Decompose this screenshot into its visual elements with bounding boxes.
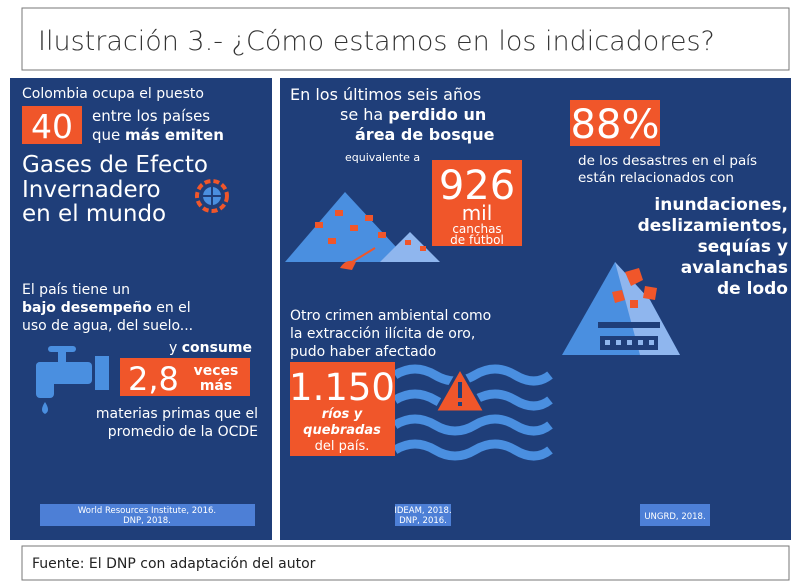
highlight-box bbox=[432, 160, 522, 246]
disaster-list: inundaciones,deslizamientos,sequías yava… bbox=[638, 195, 788, 299]
deforestation-icon bbox=[285, 192, 440, 270]
source-text: DNP, 2016. bbox=[399, 516, 447, 526]
text-bold: ríos y bbox=[322, 407, 363, 422]
landslide-icon bbox=[562, 262, 680, 355]
highlight-number: 926 bbox=[439, 163, 515, 209]
text: Colombia ocupa el puesto bbox=[22, 86, 204, 102]
highlight-number: 1.150 bbox=[289, 366, 395, 409]
text: en el mundo bbox=[22, 201, 166, 227]
text: pudo haber afectado bbox=[290, 344, 436, 360]
text: la extracción ilícita de oro, bbox=[290, 326, 475, 342]
source-text: UNGRD, 2018. bbox=[644, 512, 705, 522]
text-bold: veces bbox=[194, 363, 239, 379]
disaster-type: inundaciones, bbox=[654, 195, 788, 215]
text: equivalente a bbox=[345, 151, 420, 164]
text: y consume bbox=[169, 340, 252, 356]
text-bold: más bbox=[200, 378, 232, 394]
text: Invernadero bbox=[22, 177, 161, 203]
text: entre los países bbox=[92, 107, 210, 125]
footer-box bbox=[21, 545, 790, 581]
source-text: World Resources Institute, 2016. bbox=[78, 506, 216, 516]
text: uso de agua, del suelo... bbox=[22, 318, 193, 334]
text: se ha bbox=[340, 105, 388, 124]
disaster-type: sequías y bbox=[698, 237, 788, 257]
text: que bbox=[92, 126, 125, 144]
text: Otro crimen ambiental como bbox=[290, 308, 491, 324]
text: están relacionados con bbox=[578, 170, 734, 186]
highlight-number: 2,8 bbox=[128, 360, 179, 398]
text: de los desastres en el país bbox=[578, 153, 757, 169]
disaster-type: de lodo bbox=[717, 279, 788, 299]
highlight-number: 88% bbox=[571, 102, 660, 148]
highlight-number: 40 bbox=[31, 107, 73, 146]
highlight-box bbox=[22, 106, 82, 144]
footer-text: Fuente: El DNP con adaptación del autor bbox=[32, 556, 316, 572]
source-text: IDEAM, 2018. bbox=[394, 506, 451, 516]
left-panel bbox=[10, 78, 272, 540]
text-bold: más emiten bbox=[125, 126, 224, 144]
title: Ilustración 3.- ¿Cómo estamos en los ind… bbox=[38, 26, 715, 57]
text-bold: área de bosque bbox=[355, 125, 495, 144]
highlight-box bbox=[570, 100, 660, 146]
right-panel bbox=[280, 78, 791, 540]
text: promedio de la OCDE bbox=[108, 424, 258, 440]
faucet-icon bbox=[36, 346, 109, 414]
source-badge bbox=[640, 504, 710, 526]
highlight-box bbox=[120, 358, 250, 396]
text-bold: perdido un bbox=[388, 105, 486, 124]
text: En los últimos seis años bbox=[290, 85, 481, 104]
globe-icon bbox=[195, 179, 229, 213]
source-badge bbox=[40, 504, 255, 526]
disaster-type: avalanchas bbox=[681, 258, 788, 278]
text: en el bbox=[152, 300, 191, 316]
text: que más emiten bbox=[92, 126, 224, 144]
text-bold: consume bbox=[182, 340, 252, 356]
text: mil bbox=[462, 201, 493, 225]
text: materias primas que el bbox=[96, 406, 258, 422]
text: se ha perdido un bbox=[340, 105, 486, 124]
text: bajo desempeño en el bbox=[22, 300, 191, 316]
disaster-type: deslizamientos, bbox=[638, 216, 788, 236]
text: El país tiene un bbox=[22, 282, 130, 298]
text: de fútbol bbox=[450, 233, 504, 247]
text-bold: bajo desempeño bbox=[22, 300, 152, 316]
text: y bbox=[169, 340, 182, 356]
highlight-box bbox=[290, 362, 395, 456]
warning-icon bbox=[432, 364, 488, 414]
text: Gases de Efecto bbox=[22, 152, 208, 178]
text-bold: quebradas bbox=[303, 423, 381, 438]
source-text: DNP, 2018. bbox=[123, 516, 171, 526]
title-box bbox=[21, 7, 790, 71]
text: canchas bbox=[452, 222, 501, 236]
text: del país. bbox=[315, 439, 370, 454]
source-badge bbox=[395, 504, 451, 526]
